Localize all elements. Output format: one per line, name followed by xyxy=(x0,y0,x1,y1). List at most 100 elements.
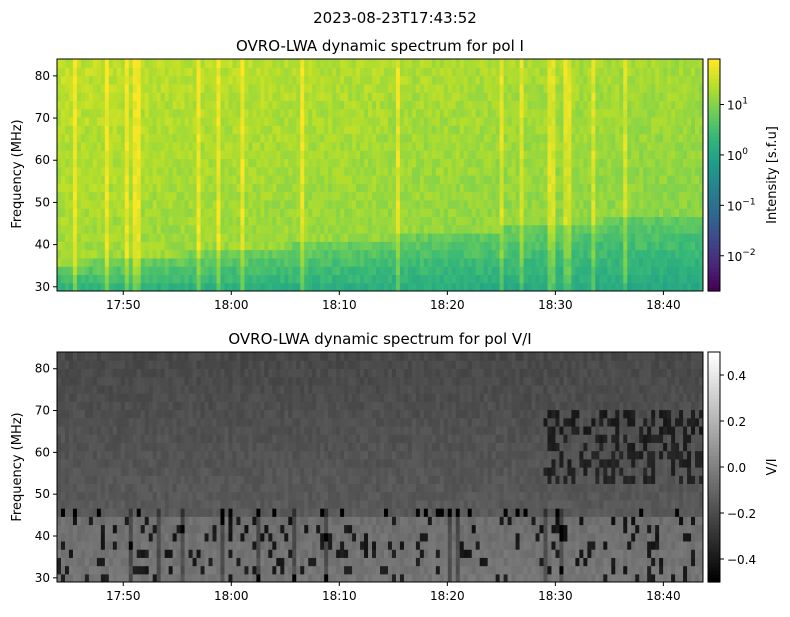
spectrogram-cell xyxy=(248,150,253,160)
spectrogram-cell xyxy=(467,108,473,118)
spectrogram-cell xyxy=(312,191,317,201)
spectrogram-cell xyxy=(264,141,269,151)
spectrogram-cell xyxy=(615,150,620,160)
spectrogram-cell xyxy=(627,233,632,242)
spectrogram-cell xyxy=(72,409,78,419)
spectrogram-cell xyxy=(340,274,345,284)
spectrogram-cell xyxy=(435,158,441,168)
spectrogram-cell xyxy=(483,183,489,193)
spectrogram-cell xyxy=(348,274,353,284)
spectrogram-cell xyxy=(72,83,78,93)
spectrogram-cell xyxy=(603,117,608,126)
spectrogram-cell xyxy=(647,175,652,184)
spectrogram-cell xyxy=(68,540,74,550)
spectrogram-cell xyxy=(431,282,437,291)
spectrogram-cell xyxy=(427,274,433,284)
spectrogram-cell xyxy=(60,425,66,435)
spectrogram-cell xyxy=(583,125,588,135)
spectrogram-cell xyxy=(84,352,90,361)
spectrogram-cell xyxy=(471,67,477,77)
spectrogram-cell xyxy=(627,257,632,267)
spectrogram-cell xyxy=(352,59,357,68)
spectrogram-cell xyxy=(519,125,525,135)
spectrogram-cell xyxy=(547,92,553,102)
spectrogram-cell xyxy=(220,249,226,259)
spectrogram-cell xyxy=(236,125,242,135)
spectrogram-cell xyxy=(284,141,289,151)
spectrogram-cell xyxy=(152,282,158,291)
spectrogram-cell xyxy=(204,224,210,234)
spectrogram-cell xyxy=(483,83,489,93)
spectrogram-cell xyxy=(415,274,421,284)
spectrogram-cell xyxy=(136,175,142,184)
spectrogram-cell xyxy=(695,266,700,276)
spectrogram-cell xyxy=(587,249,592,259)
spectrogram-cell xyxy=(152,150,158,160)
spectrogram-cell xyxy=(380,141,385,151)
spectrogram-cell xyxy=(479,75,485,85)
spectrogram-cell xyxy=(435,216,441,226)
spectrogram-cell xyxy=(116,166,122,176)
spectrogram-cell xyxy=(459,241,465,251)
spectrogram-cell xyxy=(176,257,182,267)
spectrogram-cell xyxy=(180,117,186,126)
spectrogram-cell xyxy=(176,150,182,160)
spectrogram-cell xyxy=(407,191,413,201)
spectrogram-cell xyxy=(172,266,178,276)
spectrogram-cell xyxy=(112,191,118,201)
spectrogram-cell xyxy=(144,75,150,85)
spectrogram-cell xyxy=(447,266,453,276)
spectrogram-cell xyxy=(659,191,664,201)
spectrogram-cell xyxy=(555,282,561,291)
spectrogram-cell xyxy=(551,282,557,291)
spectrogram-cell xyxy=(84,557,90,567)
spectrogram-cell xyxy=(547,117,553,126)
spectrogram-cell xyxy=(663,241,668,251)
spectrogram-cell xyxy=(160,191,166,201)
spectrogram-cell xyxy=(539,191,545,201)
spectrogram-cell xyxy=(324,150,329,160)
spectrogram-cell xyxy=(579,100,584,110)
spectrogram-cell xyxy=(340,67,345,77)
spectrogram-cell xyxy=(128,83,134,93)
spectrogram-cell xyxy=(383,59,389,68)
spectrogram-cell xyxy=(451,233,457,242)
spectrogram-cell xyxy=(467,75,473,85)
spectrogram-image xyxy=(56,351,704,583)
spectrogram-cell xyxy=(272,266,277,276)
spectrogram-cell xyxy=(152,75,158,85)
spectrogram-cell xyxy=(559,92,565,102)
spectrogram-cell xyxy=(527,233,533,242)
spectrogram-cell xyxy=(280,141,285,151)
spectrogram-cell xyxy=(108,166,114,176)
spectrogram-cell xyxy=(515,67,521,77)
spectrogram-cell xyxy=(699,274,703,284)
spectrogram-cell xyxy=(124,150,130,160)
spectrogram-cell xyxy=(228,249,234,259)
spectrogram-cell xyxy=(88,557,94,567)
spectrogram-cell xyxy=(104,266,110,276)
spectrogram-cell xyxy=(208,75,214,85)
spectrogram-cell xyxy=(587,141,592,151)
spectrogram-cell xyxy=(57,573,62,582)
colorbar-step xyxy=(708,155,720,161)
spectrogram-cell xyxy=(336,199,341,209)
spectrogram-cell xyxy=(64,216,70,226)
spectrogram-cell xyxy=(160,257,166,267)
spectrogram-cell xyxy=(100,150,106,160)
spectrogram-cell xyxy=(567,150,573,160)
spectrogram-cell xyxy=(256,249,261,259)
spectrogram-cell xyxy=(272,257,277,267)
spectrogram-cell xyxy=(431,199,437,209)
spectrogram-cell xyxy=(647,75,652,85)
spectrogram-cell xyxy=(68,191,74,201)
spectrogram-cell xyxy=(411,92,417,102)
spectrogram-cell xyxy=(635,117,640,126)
spectrogram-cell xyxy=(615,83,620,93)
spectrogram-cell xyxy=(411,100,417,110)
spectrogram-cell xyxy=(507,224,513,234)
spectrogram-cell xyxy=(687,141,692,151)
spectrogram-cell xyxy=(132,282,138,291)
spectrogram-cell xyxy=(57,549,62,558)
spectrogram-cell xyxy=(88,491,94,501)
